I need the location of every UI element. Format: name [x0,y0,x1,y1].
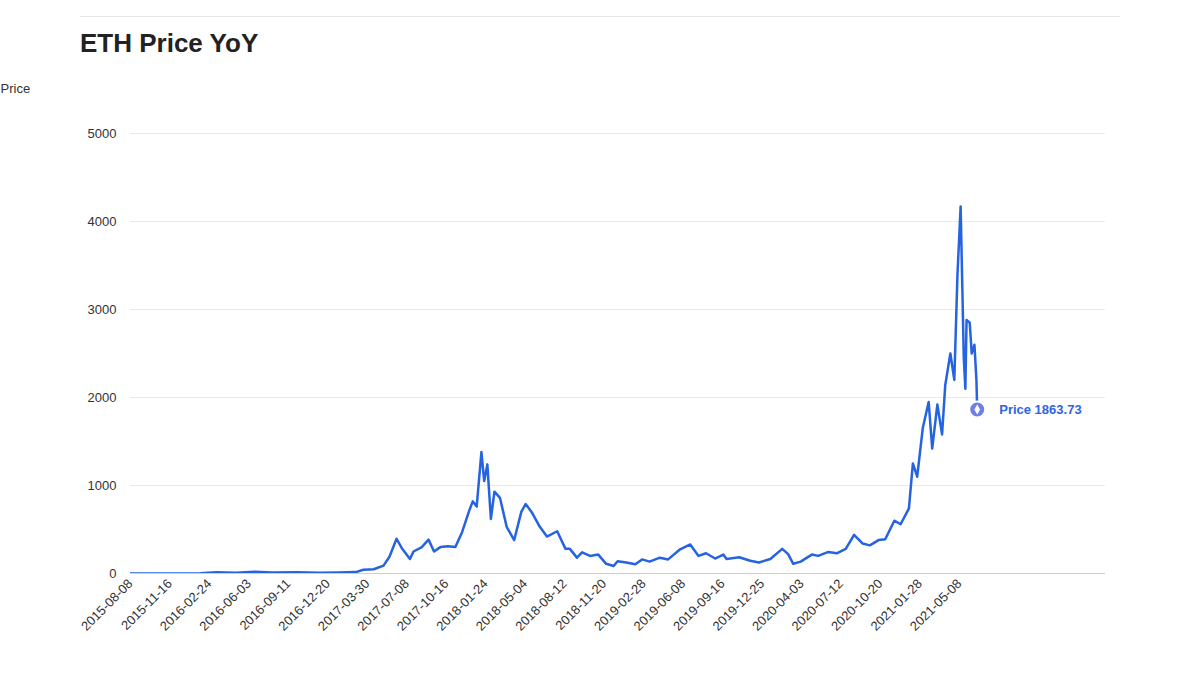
svg-text:2018-01-24: 2018-01-24 [433,576,491,634]
svg-text:2021-05-08: 2021-05-08 [907,576,965,634]
svg-text:2018-11-20: 2018-11-20 [552,576,610,633]
svg-text:2018-08-12: 2018-08-12 [512,576,570,634]
svg-text:2019-06-08: 2019-06-08 [630,576,689,634]
svg-text:2020-10-20: 2020-10-20 [827,576,886,634]
svg-text:2017-03-30: 2017-03-30 [314,576,373,634]
html-text:ETH Price YoY: ETH Price YoY [80,28,259,58]
svg-text:2019-12-25: 2019-12-25 [709,576,768,634]
svg-text:2016-06-03: 2016-06-03 [196,576,254,634]
svg-text:2018-05-04: 2018-05-04 [472,576,531,634]
svg-text:2017-07-08: 2017-07-08 [354,576,412,634]
svg-text:Price: Price [1,81,31,96]
svg-text:5000: 5000 [88,126,117,141]
svg-text:2020-07-12: 2020-07-12 [788,576,847,634]
svg-text:2019-02-28: 2019-02-28 [591,576,649,634]
svg-text:2020-04-03: 2020-04-03 [749,576,807,634]
svg-text:3000: 3000 [88,302,117,317]
svg-text:1000: 1000 [88,478,117,493]
svg-text:2016-09-11: 2016-09-11 [236,576,294,633]
svg-text:Price 1863.73: Price 1863.73 [999,402,1081,417]
svg-text:4000: 4000 [88,214,117,229]
svg-text:2019-09-16: 2019-09-16 [670,576,728,634]
svg-text:2016-02-24: 2016-02-24 [156,576,215,634]
svg-text:2015-08-08: 2015-08-08 [77,576,136,634]
svg-text:0: 0 [109,566,116,581]
svg-text:2015-11-16: 2015-11-16 [118,576,175,633]
svg-text:2000: 2000 [88,390,117,405]
svg-text:2017-10-16: 2017-10-16 [393,576,452,634]
svg-text:2016-12-20: 2016-12-20 [275,576,333,634]
svg-text:2021-01-28: 2021-01-28 [867,576,925,634]
